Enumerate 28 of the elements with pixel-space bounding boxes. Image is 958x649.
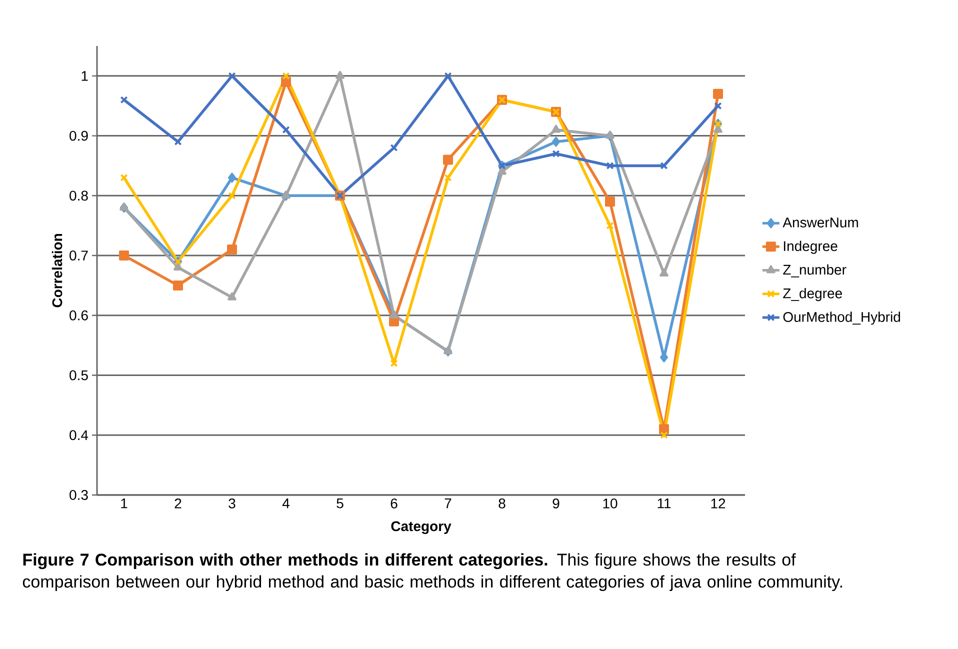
legend-label: OurMethod_Hybrid [783,312,900,325]
x-tick-label: 2 [174,498,182,508]
text: Figure 7 Comparison with other methods in different categories. This figure shows the results of comparison between our hybrid method and basic methods in different categories of java online community. [22,553,842,592]
y-tick-label: 0.3 [70,490,88,500]
x-tick-label: 9 [552,498,560,508]
x-tick-label: 4 [282,498,290,508]
x-axis-title: Category [391,521,452,534]
x-tick-label: 6 [390,498,398,508]
legend-label: AnswerNum [782,218,858,228]
x-tick-label: 12 [711,498,726,508]
y-tick-label: 0.9 [70,130,88,141]
x-tick-label: 7 [444,498,452,508]
x-tick-label: 10 [603,498,618,508]
y-tick-label: 0.6 [70,310,88,320]
legend-label: Indegree [784,240,838,254]
x-tick-label: 8 [498,498,506,508]
y-tick-label: 1 [82,71,88,81]
x-tick-label: 11 [658,498,671,508]
y-tick-label: 0.7 [70,250,88,260]
y-tick-label: 0.5 [70,370,88,380]
y-tick-label: 0.8 [70,190,88,201]
y-tick-label: 0.4 [70,430,88,440]
y-axis-title: Correlation [52,234,62,308]
x-tick-label: 5 [336,498,344,508]
x-tick-label: 3 [228,498,236,508]
legend-label: Z_number [783,264,846,278]
x-tick-label: 1 [121,498,128,508]
legend-label: Z_degree [783,288,842,302]
